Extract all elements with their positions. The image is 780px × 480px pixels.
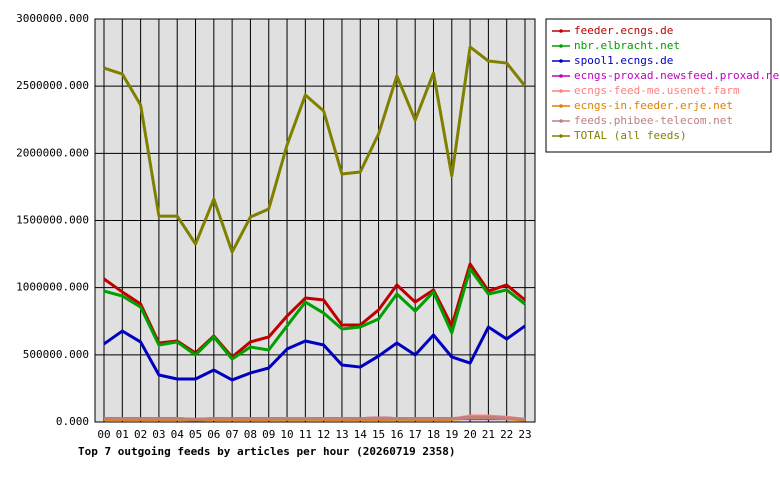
x-tick-label: 23 <box>518 428 531 441</box>
x-tick-label: 10 <box>280 428 293 441</box>
series-line <box>103 267 526 361</box>
legend-marker <box>559 74 563 78</box>
legend-label: nbr.elbracht.net <box>574 39 680 52</box>
x-tick-label: 20 <box>463 428 476 441</box>
legend-label: feeder.ecngs.de <box>574 24 673 37</box>
x-tick-label: 15 <box>372 428 385 441</box>
legend-label: TOTAL (all feeds) <box>574 129 687 142</box>
plot-border <box>94 18 536 423</box>
y-tick-label: 2000000.000 <box>16 146 89 159</box>
x-tick-label: 16 <box>390 428 403 441</box>
y-tick-label: 1000000.000 <box>16 281 89 294</box>
y-tick-label: 1500000.000 <box>16 214 89 227</box>
x-tick-label: 03 <box>152 428 165 441</box>
legend-marker <box>559 59 563 63</box>
x-tick-label: 12 <box>317 428 330 441</box>
x-tick-label: 06 <box>207 428 220 441</box>
legend-marker <box>559 44 563 48</box>
legend-label: ecngs-proxad.newsfeed.proxad.net <box>574 69 780 82</box>
x-tick-label: 05 <box>189 428 202 441</box>
x-tick-label: 21 <box>482 428 495 441</box>
series-line <box>103 324 526 382</box>
x-tick-label: 13 <box>335 428 348 441</box>
x-tick-label: 17 <box>409 428 422 441</box>
x-tick-label: 09 <box>262 428 275 441</box>
legend-box <box>545 18 772 153</box>
x-tick-label: 04 <box>171 428 185 441</box>
x-tick-label: 11 <box>299 428 312 441</box>
legend-label: ecngs-in.feeder.erje.net <box>574 99 733 112</box>
x-tick-label: 18 <box>427 428 440 441</box>
x-tick-label: 14 <box>354 428 368 441</box>
y-tick-label: 500000.000 <box>23 348 89 361</box>
y-tick-label: 0.000 <box>56 415 89 428</box>
series-line <box>104 415 526 421</box>
legend-label: feeds.phibee-telecom.net <box>574 114 733 127</box>
x-tick-label: 07 <box>226 428 239 441</box>
legend-label: ecngs-feed-me.usenet.farm <box>574 84 740 97</box>
x-tick-label: 01 <box>116 428 129 441</box>
x-tick-label: 08 <box>244 428 257 441</box>
legend-marker <box>559 29 563 33</box>
legend-marker <box>559 119 563 123</box>
x-tick-label: 02 <box>134 428 147 441</box>
series-line <box>103 45 527 254</box>
x-tick-label: 22 <box>500 428 513 441</box>
y-tick-label: 3000000.000 <box>16 12 89 25</box>
legend-marker <box>559 104 563 108</box>
y-tick-label: 2500000.000 <box>16 79 89 92</box>
legend-marker <box>559 89 563 93</box>
x-tick-label: 00 <box>97 428 110 441</box>
legend-label: spool1.ecngs.de <box>574 54 673 67</box>
legend-marker <box>559 134 563 138</box>
chart-title: Top 7 outgoing feeds by articles per hou… <box>78 445 456 458</box>
x-tick-label: 19 <box>445 428 458 441</box>
